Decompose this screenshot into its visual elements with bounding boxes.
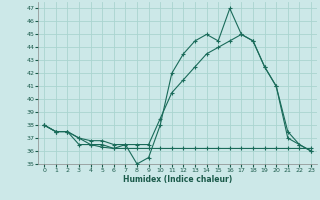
X-axis label: Humidex (Indice chaleur): Humidex (Indice chaleur) — [123, 175, 232, 184]
